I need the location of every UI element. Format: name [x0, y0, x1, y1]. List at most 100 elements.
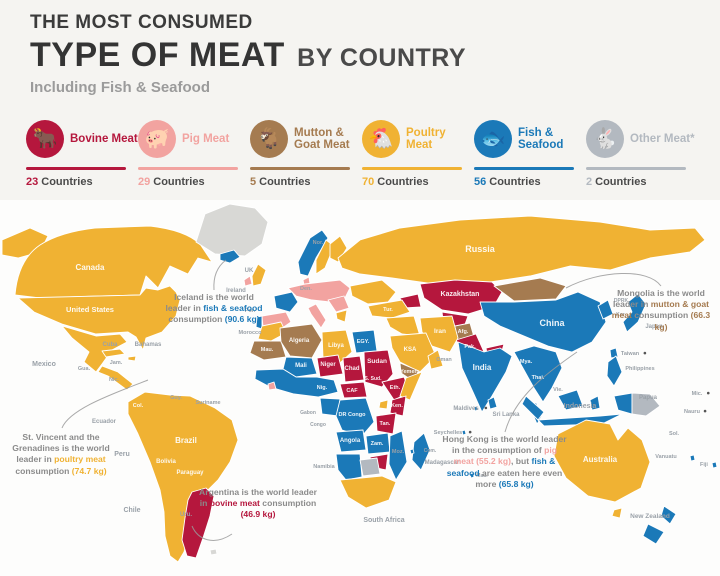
country-borneo: [557, 389, 584, 411]
country-west-africa: [254, 368, 339, 398]
country-madagascar: [411, 432, 431, 471]
map-label: Congo: [310, 422, 326, 428]
country-india: [457, 341, 513, 413]
country-italy: [307, 303, 327, 329]
map-label: China: [539, 318, 565, 328]
annotation-text: Mongolia is the world leader in: [613, 288, 705, 310]
annotation-text: consumption: [259, 498, 317, 509]
annotation-highlight: (66.3 kg): [654, 310, 711, 332]
annotation-text: consumption: [15, 465, 72, 476]
country-greenland: [195, 203, 269, 257]
country-mauritius: [469, 472, 475, 479]
country-ireland: [243, 275, 253, 287]
legend-count: 2 Countries: [586, 176, 647, 188]
map-label: Niger: [320, 362, 336, 368]
legend-item-pig: 🐖 Pig Meat 29 Countries: [138, 116, 250, 188]
map-label: Sri Lanka: [492, 412, 520, 418]
map-label: Morocco: [239, 330, 263, 336]
annotation-connectors: [61, 259, 662, 541]
legend-underline: [362, 167, 462, 170]
map-label: DR Congo: [339, 412, 367, 418]
map-label: Uru.: [180, 512, 192, 518]
legend-underline: [250, 167, 350, 170]
country-vanuatu: [689, 454, 696, 462]
title-rest: BY COUNTRY: [297, 44, 467, 72]
country-papua-west: [613, 392, 633, 415]
map-label: Ecuador: [92, 419, 117, 425]
connector-argentina: [191, 525, 233, 541]
country-tasmania: [611, 507, 623, 519]
country-philippines: [606, 355, 623, 387]
map-label: Mali: [295, 363, 307, 369]
map-label: Guy.: [170, 395, 182, 401]
title-strong: TYPE OF MEAT: [30, 36, 285, 74]
country-balkans: [327, 295, 350, 313]
map-label: KSA: [404, 347, 417, 353]
map-label: Zam.: [371, 441, 384, 447]
legend-item-poultry: 🐔 Poultry Meat 70 Countries: [362, 116, 474, 188]
country-oman: [427, 349, 444, 370]
map-label: Madagascar: [425, 460, 460, 466]
country-niger: [316, 354, 344, 378]
world-map-svg: Canada United States Mexico Bahamas Cuba Jam.…: [1, 203, 718, 563]
map-label: Mic.: [692, 391, 703, 397]
map-label: Peru: [114, 451, 130, 458]
annotation-text: St. Vincent and the Grenadines is the wo…: [12, 432, 110, 465]
map-label: Kazakhstan: [441, 291, 480, 298]
fish-icon: 🐟: [474, 120, 512, 158]
country-south-africa: [339, 475, 397, 509]
annotation-mongolia: Mongolia is the world leader in mutton &…: [606, 288, 716, 333]
country-namibia: [335, 453, 363, 481]
map-label: Tan.: [380, 421, 391, 427]
map-label: United States: [66, 305, 114, 314]
country-mali: [282, 356, 318, 378]
map-label: Algeria: [289, 338, 310, 344]
annotation-highlight: mutton & goat meat: [611, 299, 709, 321]
map-label: Bahamas: [135, 342, 162, 348]
map-label: South Africa: [363, 517, 404, 524]
map-label: New Zealand: [630, 513, 670, 520]
legend: 🐂 Bovine Meat 23 Countries 🐖 Pig Meat 29 C…: [26, 116, 698, 188]
legend-label: Other Meat*: [630, 132, 695, 145]
map-label: Den.: [300, 286, 312, 292]
legend-count: 56 Countries: [474, 176, 541, 188]
legend-label: Mutton & Goat Meat: [294, 126, 350, 151]
map-label: Ireland: [226, 288, 246, 294]
country-iceland: [219, 249, 241, 264]
map-label: CAF: [346, 388, 358, 394]
map-label: Angola: [340, 438, 361, 444]
annotation-highlight: fish & seafood: [203, 303, 263, 314]
map-label: Bolivia: [156, 459, 176, 465]
country-chad: [342, 355, 365, 383]
country-argentina: [181, 487, 215, 559]
country-france: [273, 291, 299, 313]
goat-icon: 🐐: [250, 120, 288, 158]
country-new-zealand-south: [642, 523, 665, 545]
legend-item-bovine: 🐂 Bovine Meat 23 Countries: [26, 116, 138, 188]
map-label: Por.: [245, 308, 256, 314]
country-uk: [251, 263, 267, 287]
island-dot: [643, 351, 647, 355]
country-australia: [553, 419, 651, 503]
map-label: Vie.: [553, 387, 563, 393]
map-label: Nor.: [313, 240, 324, 246]
map-label: Jam.: [110, 360, 123, 366]
map-label: Moz.: [392, 449, 405, 455]
country-cuba: [101, 348, 126, 358]
country-greece: [335, 309, 348, 323]
country-iran: [419, 315, 459, 353]
country-papua-new-guinea: [631, 392, 661, 417]
legend-underline: [26, 167, 126, 170]
country-sumatra: [521, 395, 545, 421]
map-label: Russia: [465, 244, 496, 254]
subtitle: Including Fish & Seafood: [30, 79, 210, 96]
map-label: Gua.: [78, 366, 91, 372]
country-somalia: [399, 371, 423, 401]
country-usa: [17, 285, 181, 351]
connector-stvincent: [61, 379, 149, 429]
country-mozambique: [388, 430, 408, 481]
title-kicker: THE MOST CONSUMED: [30, 12, 253, 33]
map-countries: [1, 203, 718, 563]
legend-label: Bovine Meat: [70, 132, 138, 145]
country-mauritania: [249, 340, 287, 361]
